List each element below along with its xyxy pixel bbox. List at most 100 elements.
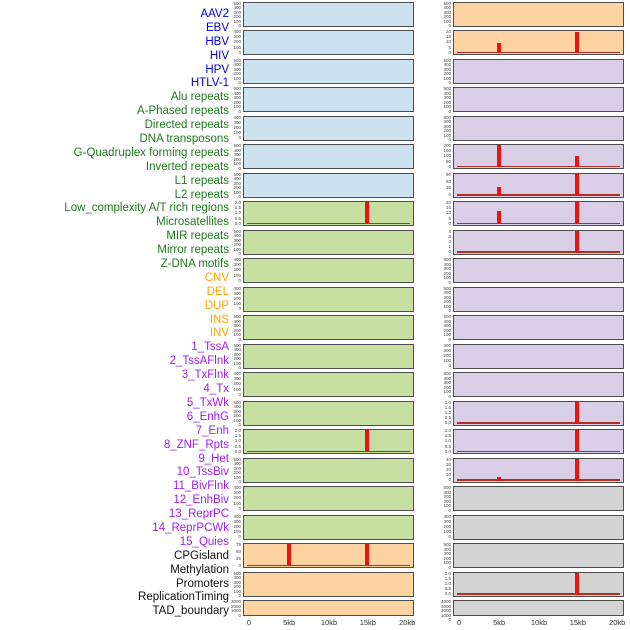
track-label-mirror-repeats: Mirror repeats (157, 244, 229, 257)
y-tick: 300 (233, 152, 241, 158)
y-tick: 0.5 (444, 586, 451, 592)
y-tick: 0 (238, 336, 241, 342)
y-tick: 0 (448, 80, 451, 86)
signal-baseline (247, 564, 410, 567)
track-panel-8-znf-rpts (453, 258, 624, 284)
track-panel-9-het (453, 286, 624, 312)
track-label-8-znf-rpts: 8_ZNF_Rpts (163, 438, 229, 451)
y-tick: 1.5 (234, 433, 241, 439)
y-axis-ticks-8-znf-rpts: 500 400 300 200 100 0 (434, 258, 451, 285)
y-tick: 400 (443, 546, 451, 552)
y-tick: 2000 (230, 603, 241, 609)
y-tick: 200 (233, 242, 241, 248)
y-axis-ticks-ins: 500 400 300 200 100 0 (434, 1, 451, 28)
y-tick: 300 (443, 9, 451, 15)
x-axis-left: 0 5kb 10kb 15kb 20kb (243, 618, 415, 629)
y-tick: 30 (445, 461, 451, 467)
y-axis-ticks-dna-transposons: 400 300 200 100 0 (224, 258, 241, 283)
signal-baseline (247, 450, 410, 453)
y-tick: 0 (238, 135, 241, 141)
x-tick-10kb: 10kb (320, 618, 338, 627)
y-tick: 300 (233, 290, 241, 296)
y-tick: 0.0 (444, 448, 451, 454)
y-tick: 0.0 (444, 591, 451, 597)
y-tick: 1.0 (444, 409, 451, 415)
y-tick: 200 (443, 352, 451, 358)
y-tick: 300 (443, 123, 451, 129)
y-tick: 400 (443, 119, 451, 125)
x-tick-10kb: 10kb (530, 618, 548, 627)
y-tick: 100 (233, 500, 241, 506)
y-axis-ticks-9-het: 500 400 300 200 100 0 (434, 286, 451, 313)
y-tick: 100 (233, 386, 241, 392)
y-tick: 500 (233, 228, 241, 234)
y-tick: 100 (233, 44, 241, 50)
signal-spike-5kb (496, 145, 501, 168)
y-tick: 400 (233, 90, 241, 96)
y-tick: 300 (443, 347, 451, 353)
track-label-14-reprpcwk: 14_ReprPCWk (152, 521, 229, 534)
y-axis-ticks-inverted-repeats: 500 400 300 200 100 0 (224, 315, 241, 342)
y-tick: 0.5 (234, 443, 241, 449)
signal-spike-15kb (575, 458, 580, 481)
y-tick: 0 (448, 393, 451, 399)
y-tick: 300 (233, 323, 241, 329)
y-tick: 300 (233, 66, 241, 72)
y-tick: 300 (233, 262, 241, 268)
y-tick: 100 (443, 275, 451, 281)
track-panel-low-complexity-a-t-rich-regions (243, 400, 414, 426)
y-tick: 1.5 (444, 404, 451, 410)
y-tick: 400 (233, 257, 241, 263)
track-label-11-bivflnk: 11_BivFlnk (172, 480, 229, 493)
y-tick: 400 (233, 404, 241, 410)
signal-spike-15kb (575, 32, 580, 54)
track-panel-dna-transposons (243, 258, 414, 284)
track-panel-inverted-repeats (243, 315, 414, 341)
y-tick: 100 (233, 189, 241, 195)
y-tick: 20 (445, 466, 451, 472)
y-tick: 0.5 (444, 415, 451, 421)
y-tick: 0 (238, 49, 241, 55)
y-tick: 300 (233, 9, 241, 15)
y-tick: 200 (443, 555, 451, 561)
signal-spike-5kb (496, 211, 501, 225)
y-tick: 1.5 (444, 433, 451, 439)
y-tick: 300 (233, 34, 241, 40)
y-tick: 1.0 (444, 438, 451, 444)
y-tick: 300 (233, 119, 241, 125)
y-axis-ticks-15-quies: 40 30 20 10 0 (434, 457, 451, 483)
y-tick: 400 (233, 29, 241, 35)
y-tick: 500 (233, 171, 241, 177)
y-tick: 300 (443, 95, 451, 101)
y-tick: 100 (233, 161, 241, 167)
signal-spike-5kb (286, 544, 291, 567)
y-tick: 500 (443, 86, 451, 92)
y-tick: 100 (233, 18, 241, 24)
y-tick: 200 (443, 270, 451, 276)
y-tick: 2.0 (444, 428, 451, 434)
x-tick-20kb: 20kb (609, 618, 626, 627)
y-tick: 3000 (440, 603, 451, 609)
track-label-10-tssbiv: 10_TssBiv (176, 466, 229, 479)
y-tick: 100 (233, 588, 241, 594)
y-tick: 100 (443, 303, 451, 309)
y-axis-ticks-z-dna-motifs: 400 300 200 100 0 (224, 514, 241, 540)
signal-spike-15kb (575, 155, 580, 168)
y-tick: 400 (233, 62, 241, 68)
y-tick: 0 (448, 163, 451, 169)
y-tick: 0 (448, 564, 451, 570)
y-tick: 100 (443, 560, 451, 566)
y-axis-ticks-tad-boundary: 4000 3000 2000 1000 0 (434, 600, 451, 622)
y-tick: 300 (233, 351, 241, 357)
y-tick: 100 (233, 272, 241, 278)
x-tick-0: 0 (456, 618, 462, 627)
y-tick: 100 (443, 18, 451, 24)
y-axis-ticks-microsatellites: 2.0 1.5 1.0 0.5 0.0 (224, 429, 241, 454)
track-panel-g-quadruplex-forming-repeats (243, 286, 414, 312)
y-tick: 200 (443, 71, 451, 77)
y-tick: 50 (235, 549, 241, 555)
track-label-promoters: Promoters (175, 577, 229, 590)
track-panel-2-tssaflnk (453, 87, 624, 113)
y-tick: 5 (448, 215, 451, 221)
y-tick: 75 (235, 542, 241, 548)
